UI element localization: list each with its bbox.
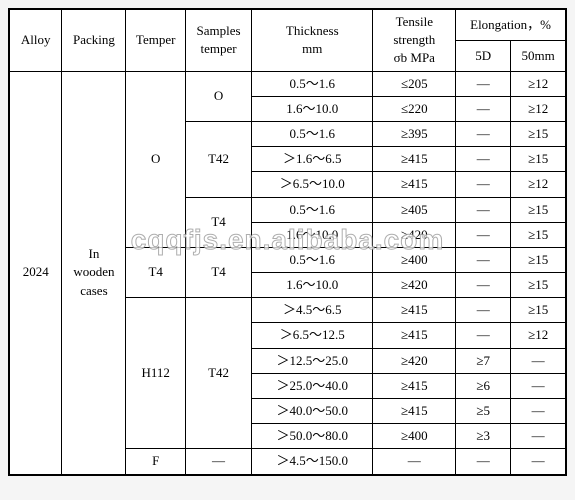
col-thickness: Thicknessmm [252, 9, 373, 71]
col-tensile: Tensilestrengthσb MPa [373, 9, 456, 71]
cell-sample-T42: T42 [185, 121, 251, 197]
cell-sample-T42b: T42 [185, 298, 251, 449]
cell-sample-T4b: T4 [185, 247, 251, 297]
cell-alloy: 2024 [9, 71, 62, 475]
cell-sample-T4: T4 [185, 197, 251, 247]
cell-e5d: — [456, 71, 511, 96]
cell-packing: Inwoodencases [62, 71, 126, 475]
col-50mm: 50mm [511, 40, 566, 71]
cell-sample-dash: — [185, 449, 251, 475]
cell-temper-O: O [126, 71, 186, 247]
cell-temper-F: F [126, 449, 186, 475]
col-5d: 5D [456, 40, 511, 71]
cell-temper-H112: H112 [126, 298, 186, 449]
cell-temper-T4: T4 [126, 247, 186, 297]
cell-e50: ≥12 [511, 71, 566, 96]
table-row: 2024 Inwoodencases O O 0.5～1.6 ≤205 — ≥1… [9, 71, 566, 96]
col-samples-temper: Samplestemper [185, 9, 251, 71]
table-body: 2024 Inwoodencases O O 0.5～1.6 ≤205 — ≥1… [9, 71, 566, 475]
cell-tensile: ≤205 [373, 71, 456, 96]
col-temper: Temper [126, 9, 186, 71]
spec-table: Alloy Packing Temper Samplestemper Thick… [8, 8, 567, 476]
col-alloy: Alloy [9, 9, 62, 71]
cell-sample-O: O [185, 71, 251, 121]
header-row-1: Alloy Packing Temper Samplestemper Thick… [9, 9, 566, 40]
col-elongation: Elongation，% [456, 9, 566, 40]
col-packing: Packing [62, 9, 126, 71]
cell-thickness: 0.5～1.6 [252, 71, 373, 96]
